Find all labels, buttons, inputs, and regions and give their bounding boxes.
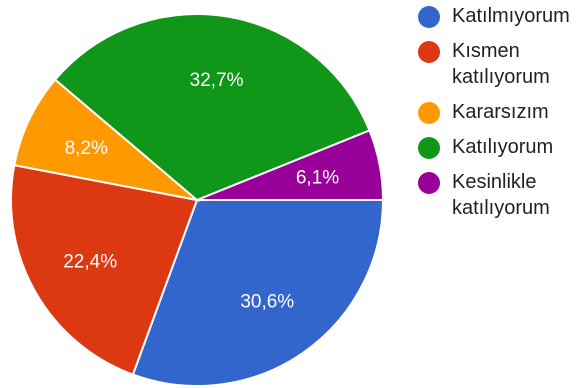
legend: Katılmıyorum Kısmen katılıyorum Kararsız… [418,0,584,221]
legend-label-katilmiyorum: Katılmıyorum [452,5,570,27]
slice-value-label: 30,6% [240,292,294,313]
legend-label-kesinlikle-katiliyorum: Kesinlikle katılıyorum [452,171,550,219]
legend-swatch-kesinlikle-katiliyorum [418,172,440,194]
slice-value-label: 8,2% [65,138,108,159]
legend-label-katiliyorum: Katılıyorum [452,136,554,158]
legend-swatch-katilmiyorum [418,6,440,28]
pie-slice[interactable] [53,13,371,202]
legend-item-kismen-katiliyorum[interactable]: Kısmen katılıyorum [418,38,564,90]
legend-label-kararsizim: Kararsızım [452,101,549,123]
pie-slice[interactable] [131,199,385,387]
legend-item-kesinlikle-katiliyorum[interactable]: Kesinlikle katılıyorum [418,169,564,221]
pie-slice[interactable] [196,129,385,201]
pie-chart: 30,6% 22,4% 8,2% 32,7% 6,1% [10,13,385,387]
slice-value-label: 22,4% [63,251,117,272]
slice-value-label: 32,7% [190,70,244,91]
legend-label-kismen-katiliyorum: Kısmen katılıyorum [452,40,550,88]
legend-swatch-katiliyorum [418,137,440,159]
legend-item-katiliyorum[interactable]: Katılıyorum [418,134,584,160]
pie-slice[interactable] [13,78,201,202]
legend-swatch-kismen-katiliyorum [418,41,440,63]
legend-swatch-kararsizim [418,102,440,124]
legend-item-kararsizim[interactable]: Kararsızım [418,99,584,125]
pie-slice[interactable] [10,163,199,376]
slice-value-label: 6,1% [296,168,339,189]
legend-item-katilmiyorum[interactable]: Katılmıyorum [418,3,584,29]
